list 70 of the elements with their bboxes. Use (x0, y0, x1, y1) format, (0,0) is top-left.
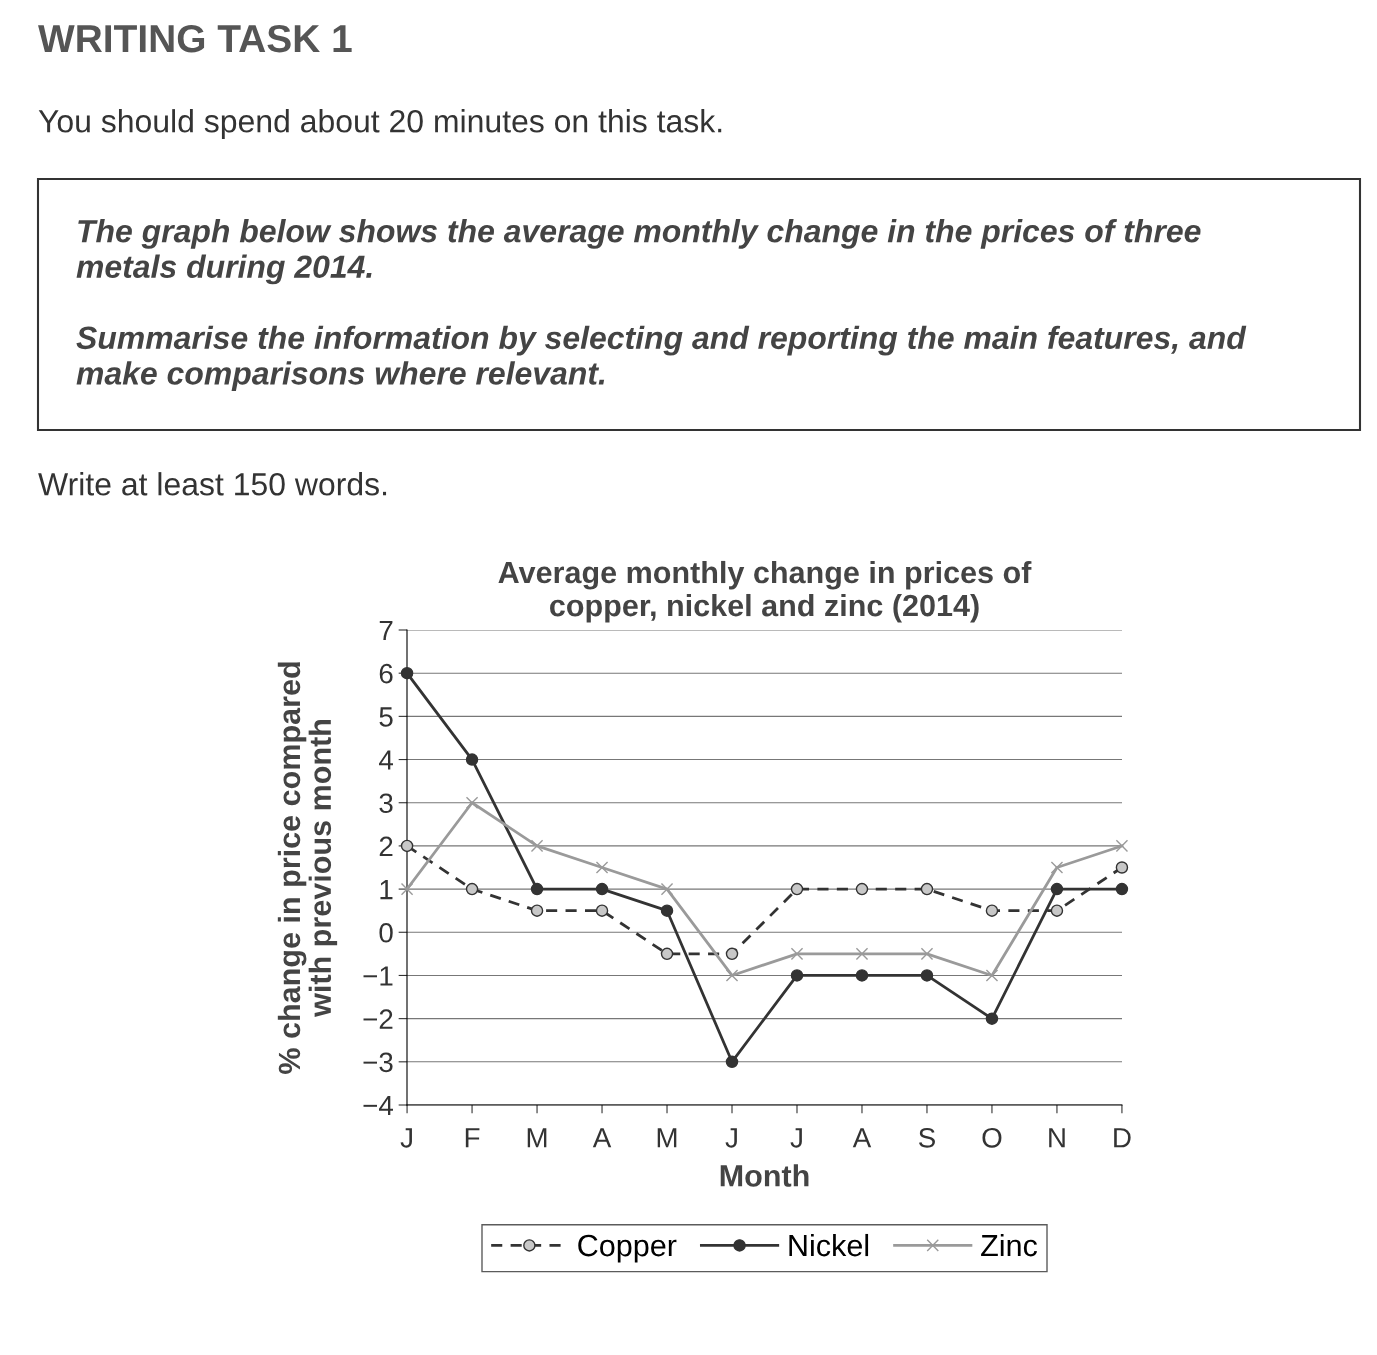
y-tick-label: −3 (363, 1052, 393, 1073)
x-tick-label: M (527, 1128, 547, 1148)
text: You should spend about 20 minutes on this task. (38, 109, 722, 139)
point (725, 969, 739, 982)
x-tick-label: D (1114, 1128, 1131, 1148)
text: Write at least 150 words. (38, 472, 387, 496)
point (855, 882, 869, 896)
point (1115, 839, 1129, 853)
x-tick-label: A (592, 1128, 612, 1148)
x-tick-label: F (465, 1128, 480, 1148)
point (465, 753, 479, 766)
point (465, 796, 479, 809)
point (1115, 882, 1129, 896)
y-tick-label: 1 (380, 880, 393, 900)
point (725, 947, 739, 961)
x-tick-label: N (1049, 1128, 1065, 1148)
legend-label: Zinc (981, 1233, 1038, 1257)
point (855, 969, 869, 982)
point (1115, 861, 1129, 874)
point (790, 969, 804, 982)
y-tick-label: 0 (379, 922, 393, 943)
y-tick-label: 4 (379, 750, 393, 770)
point (595, 861, 609, 874)
point (1050, 882, 1064, 896)
x-tick-label: O (982, 1127, 1002, 1148)
chart-title: Average monthly change in prices of copper, nickel and zinc (2014) (498, 560, 1032, 623)
y-tick-label: 2 (379, 836, 393, 856)
point (855, 947, 869, 961)
legend-label: Nickel (789, 1233, 869, 1257)
text: WRITING TASK 1 (38, 24, 352, 53)
point (920, 947, 934, 961)
point (1050, 861, 1064, 874)
text: The graph below shows the average monthly change in the prices of three metals during 2014. Summarise the information by selecting and reporting the main features, and make comparisons where relevant. (76, 218, 1247, 392)
point (660, 882, 674, 896)
x-tick-label: J (725, 1128, 737, 1148)
y-tick-label: 6 (379, 663, 393, 684)
x-tick-label: M (657, 1128, 677, 1148)
y-tick-label: −2 (363, 1009, 393, 1029)
point (530, 882, 544, 896)
point (595, 882, 609, 896)
x-tick-label: J (400, 1128, 412, 1148)
point (400, 839, 414, 853)
y-tick-label: −4 (363, 1095, 393, 1116)
point (985, 904, 999, 917)
point (465, 882, 479, 896)
legend-label: Copper (578, 1234, 677, 1263)
point (530, 839, 544, 853)
point (400, 882, 414, 896)
point (595, 904, 609, 917)
point (660, 947, 674, 961)
point (920, 969, 934, 982)
point (530, 904, 544, 917)
y-tick-label: −1 (363, 966, 393, 986)
point (985, 1012, 999, 1025)
point (985, 969, 999, 982)
point (920, 882, 934, 896)
point (725, 1055, 739, 1069)
point (790, 882, 804, 896)
y-axis-title: % change in price compared with previous month (277, 662, 338, 1074)
x-axis-title: Month (720, 1164, 809, 1187)
y-tick-label: 3 (379, 793, 393, 814)
y-tick-label: 7 (379, 620, 393, 641)
point (1050, 904, 1064, 917)
point (400, 666, 414, 680)
y-tick-label: 5 (379, 707, 393, 727)
x-tick-label: A (852, 1128, 872, 1148)
point (790, 947, 804, 961)
x-tick-label: J (790, 1128, 802, 1148)
point (660, 904, 674, 917)
x-tick-label: S (918, 1127, 935, 1148)
